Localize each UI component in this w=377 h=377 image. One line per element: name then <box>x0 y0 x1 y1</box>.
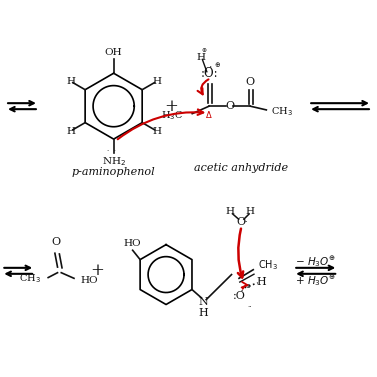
Text: H: H <box>66 127 75 136</box>
Text: H: H <box>257 277 266 287</box>
Text: .  .: . . <box>107 146 116 152</box>
Text: :Ȯ:: :Ȯ: <box>200 67 218 80</box>
Text: O: O <box>246 77 255 87</box>
Text: H: H <box>196 53 205 62</box>
Text: O: O <box>236 217 245 227</box>
Text: CH$_3$: CH$_3$ <box>19 272 41 285</box>
Text: $^{\oplus}$: $^{\oplus}$ <box>201 48 208 57</box>
Text: H: H <box>152 77 161 86</box>
Text: $^{\oplus}$: $^{\oplus}$ <box>245 283 251 292</box>
Text: N: N <box>198 297 208 307</box>
Text: H: H <box>67 77 76 86</box>
Text: O: O <box>51 236 60 247</box>
Text: NH$_2$: NH$_2$ <box>102 155 126 168</box>
Text: CH$_3$: CH$_3$ <box>271 106 293 118</box>
Text: H: H <box>152 127 161 136</box>
Text: H: H <box>246 207 255 216</box>
Text: CH$_3$: CH$_3$ <box>258 258 278 272</box>
Text: H$_3$C: H$_3$C <box>161 109 183 122</box>
Text: p-aminophenol: p-aminophenol <box>72 167 155 177</box>
Text: +: + <box>90 262 104 279</box>
Text: $^{\oplus}$: $^{\oplus}$ <box>214 62 221 72</box>
Text: ..: .. <box>243 217 248 223</box>
Text: +: + <box>165 98 179 115</box>
Text: HO: HO <box>80 276 98 285</box>
Text: $+\ H_3O^{\oplus}$: $+\ H_3O^{\oplus}$ <box>295 273 336 288</box>
Text: HO: HO <box>123 239 141 248</box>
Text: O: O <box>225 101 234 111</box>
Text: ..: .. <box>247 302 251 308</box>
Text: OH: OH <box>105 48 123 57</box>
Text: :Ȯ: :Ȯ <box>233 291 245 301</box>
Text: Δ: Δ <box>206 111 212 120</box>
Text: acetic anhydride: acetic anhydride <box>194 163 288 173</box>
Text: $-\ H_3O^{\oplus}$: $-\ H_3O^{\oplus}$ <box>295 254 336 269</box>
Text: H: H <box>226 207 235 216</box>
Text: H: H <box>198 308 208 319</box>
